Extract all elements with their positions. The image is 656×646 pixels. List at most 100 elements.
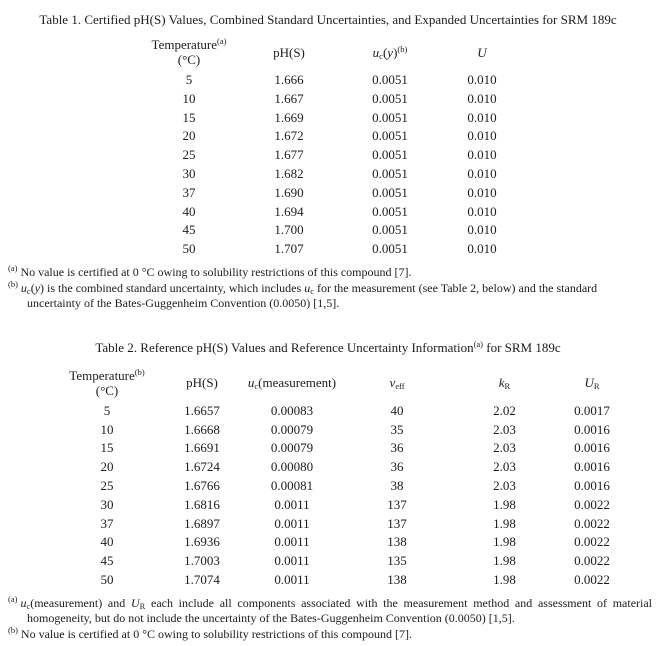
footnote-marker: (b) bbox=[8, 624, 18, 635]
table-cell: 2.03 bbox=[493, 421, 516, 437]
table-cell: 0.0022 bbox=[574, 571, 610, 587]
table1-col-uc: uc(y)(b) bbox=[372, 43, 408, 61]
table-cell: 50 bbox=[100, 571, 114, 587]
table-cell: 0.010 bbox=[467, 203, 497, 219]
table2-footnotes: (a) uc(measurement) and UR each include a… bbox=[8, 593, 652, 643]
table-cell: 0.0011 bbox=[274, 571, 310, 587]
table2-col-kr: kR bbox=[498, 375, 511, 392]
table-cell: 25 bbox=[100, 477, 114, 493]
table-row: 10 1.667 0.0051 0.010 bbox=[140, 90, 524, 109]
table-cell: 2.03 bbox=[493, 459, 516, 475]
table2-title: Table 2. Reference pH(S) Values and Refe… bbox=[95, 338, 561, 355]
table-cell: 15 bbox=[182, 109, 196, 125]
table-cell: 5 bbox=[103, 402, 111, 418]
table-cell: 50 bbox=[182, 241, 196, 257]
table-cell: 10 bbox=[100, 421, 114, 437]
table-cell: 1.6897 bbox=[184, 515, 220, 531]
table-cell: 0.0051 bbox=[372, 72, 408, 87]
table-row: 10 1.6668 0.00079 35 2.03 0.0016 bbox=[57, 421, 632, 440]
table-cell: 137 bbox=[387, 496, 407, 512]
table-row: 45 1.700 0.0051 0.010 bbox=[140, 221, 524, 240]
table-cell: 36 bbox=[390, 459, 404, 475]
table-cell: 0.0011 bbox=[274, 534, 310, 550]
table2-body: 5 1.6657 0.00083 40 2.02 0.0017 10 1.6668 0.0007… bbox=[57, 402, 632, 590]
table-cell: 0.0016 bbox=[574, 421, 610, 437]
table-cell: 0.0051 bbox=[372, 128, 408, 144]
table-cell: 0.0051 bbox=[372, 222, 408, 238]
table-row: 37 1.690 0.0051 0.010 bbox=[140, 184, 524, 203]
table2-footnote-a: (a) uc(measurement) and UR each include a… bbox=[8, 593, 652, 627]
table-cell: 1.6816 bbox=[184, 496, 220, 512]
table1-col-temperature-unit: (°C) bbox=[177, 52, 201, 67]
table-cell: 1.6766 bbox=[184, 477, 220, 493]
table-row: 25 1.6766 0.00081 38 2.03 0.0016 bbox=[57, 477, 632, 496]
table-cell: 0.0011 bbox=[274, 515, 310, 531]
table-cell: 10 bbox=[182, 90, 196, 106]
table2-header-row: Temperature(b) (°C) pH(S) uc(measurement… bbox=[57, 368, 632, 402]
table-cell: 0.0051 bbox=[372, 165, 408, 181]
table-cell: 0.0017 bbox=[574, 402, 610, 418]
table-cell: 1.98 bbox=[493, 515, 516, 531]
table1-footnote-a: (a) No value is certified at 0 °C owing t… bbox=[8, 264, 652, 281]
footnote-marker: (b) bbox=[8, 278, 18, 289]
table-cell: 1.6657 bbox=[184, 402, 220, 418]
table-cell: 1.672 bbox=[274, 128, 304, 144]
table-cell: 0.010 bbox=[467, 147, 497, 163]
table-cell: 30 bbox=[100, 496, 114, 512]
table-cell: 1.669 bbox=[274, 109, 304, 125]
table-cell: 0.00083 bbox=[270, 402, 314, 418]
table-cell: 5 bbox=[185, 72, 193, 87]
table-cell: 0.0016 bbox=[574, 440, 610, 456]
table-cell: 0.0051 bbox=[372, 203, 408, 219]
table-row: 5 1.6657 0.00083 40 2.02 0.0017 bbox=[57, 402, 632, 421]
table-cell: 2.03 bbox=[493, 477, 516, 493]
table1-col-expanded-uncertainty: U bbox=[477, 44, 487, 60]
table2-col-veff: νeff bbox=[389, 375, 405, 392]
table-cell: 0.0051 bbox=[372, 109, 408, 125]
table-cell: 2.03 bbox=[493, 440, 516, 456]
table-cell: 0.0011 bbox=[274, 496, 310, 512]
table-cell: 1.707 bbox=[274, 241, 304, 257]
table1: Temperature(a) (°C) pH(S) uc(y)(b) U 5 1.… bbox=[140, 37, 524, 259]
table-cell: 40 bbox=[390, 402, 404, 418]
table-row: 45 1.7003 0.0011 135 1.98 0.0022 bbox=[57, 552, 632, 571]
table-cell: 0.0016 bbox=[574, 459, 610, 475]
table1-body: 5 1.666 0.0051 0.010 10 1.667 0.0051 0.010 15 1.6… bbox=[140, 71, 524, 259]
table-row: 50 1.707 0.0051 0.010 bbox=[140, 240, 524, 259]
table-cell: 25 bbox=[182, 147, 196, 163]
table-cell: 1.666 bbox=[274, 72, 304, 87]
table-cell: 2.02 bbox=[493, 402, 516, 418]
table-cell: 0.0051 bbox=[372, 184, 408, 200]
table-cell: 20 bbox=[182, 128, 196, 144]
table-cell: 1.98 bbox=[493, 534, 516, 550]
table-cell: 0.0016 bbox=[574, 477, 610, 493]
table-row: 5 1.666 0.0051 0.010 bbox=[140, 71, 524, 90]
table-cell: 1.6936 bbox=[184, 534, 220, 550]
table-cell: 0.0051 bbox=[372, 241, 408, 257]
table2-col-ph: pH(S) bbox=[186, 375, 218, 391]
table-cell: 0.00079 bbox=[270, 440, 314, 456]
table-cell: 0.010 bbox=[467, 90, 497, 106]
table-row: 15 1.6691 0.00079 36 2.03 0.0016 bbox=[57, 439, 632, 458]
table-cell: 137 bbox=[387, 515, 407, 531]
table-cell: 0.0051 bbox=[372, 147, 408, 163]
table1-footnote-b: (b) uc(y) is the combined standard uncert… bbox=[8, 278, 652, 312]
table-row: 40 1.694 0.0051 0.010 bbox=[140, 203, 524, 222]
table2-header: Temperature(b) (°C) pH(S) uc(measurement… bbox=[57, 368, 632, 402]
footnote-text: uc(y) is the combined standard uncertain… bbox=[20, 280, 598, 311]
table-cell: 0.0051 bbox=[372, 90, 408, 106]
table-cell: 38 bbox=[390, 477, 404, 493]
footnote-text: No value is certified at 0 °C owing to s… bbox=[20, 626, 412, 641]
table-cell: 0.00081 bbox=[270, 477, 314, 493]
table-cell: 0.0022 bbox=[574, 534, 610, 550]
table-cell: 0.010 bbox=[467, 128, 497, 144]
table-row: 25 1.677 0.0051 0.010 bbox=[140, 146, 524, 165]
footnote-text: No value is certified at 0 °C owing to s… bbox=[20, 264, 412, 279]
footnote-marker: (a) bbox=[8, 593, 18, 604]
table-cell: 1.98 bbox=[493, 571, 516, 587]
table-cell: 15 bbox=[100, 440, 114, 456]
table-cell: 20 bbox=[100, 459, 114, 475]
table-cell: 1.6691 bbox=[184, 440, 220, 456]
table2-col-uc-measurement: uc(measurement) bbox=[247, 375, 337, 392]
